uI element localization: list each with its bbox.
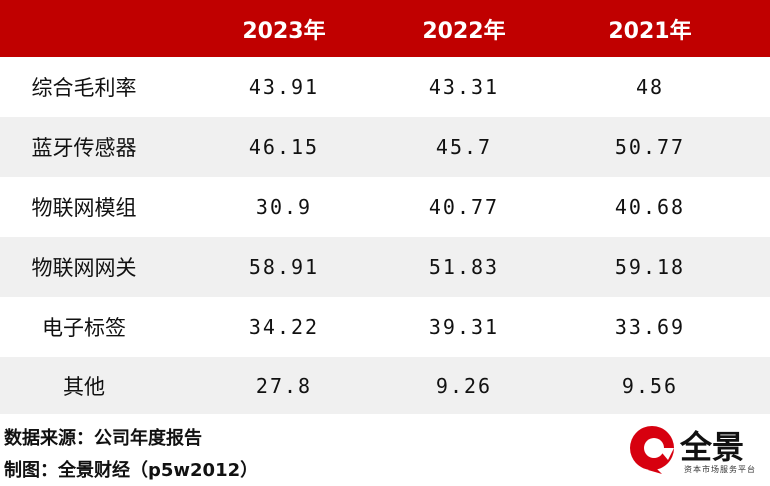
table-cell: 9.56: [621, 373, 679, 398]
row-background: [0, 117, 770, 177]
row-background: [0, 357, 770, 414]
header-band: [0, 0, 770, 57]
logo-icon: [630, 426, 674, 474]
table-cell: 48: [635, 75, 665, 99]
table-cell: 40.77: [428, 195, 500, 219]
row-label: 蓝牙传感器: [31, 136, 137, 160]
row-label: 物联网网关: [31, 256, 137, 280]
row-background: [0, 57, 770, 117]
source-note: 数据来源：公司年度报告: [4, 428, 202, 449]
column-header: 2022年: [422, 18, 506, 44]
table-cell: 51.83: [428, 255, 500, 279]
logo-name: 全景: [680, 428, 745, 466]
table-cell: 30.9: [255, 195, 313, 219]
table-cell: 59.18: [614, 255, 686, 279]
table-cell: 43.31: [428, 75, 500, 99]
table-cell: 40.68: [614, 195, 686, 219]
column-header: 2021年: [608, 18, 692, 44]
table-cell: 43.91: [248, 75, 320, 99]
table-cell: 27.8: [255, 373, 313, 398]
table-cell: 46.15: [248, 135, 320, 159]
table-cell: 58.91: [248, 255, 320, 279]
table-cell: 39.31: [428, 315, 500, 339]
row-label: 综合毛利率: [31, 76, 137, 100]
row-background: [0, 297, 770, 357]
row-label: 电子标签: [42, 316, 126, 340]
credit-note: 制图：全景财经（p5w2012）: [4, 460, 259, 481]
table-cell: 9.26: [435, 373, 493, 398]
row-background: [0, 237, 770, 297]
table-cell: 34.22: [248, 315, 320, 339]
row-background: [0, 177, 770, 237]
table-cell: 50.77: [614, 135, 686, 159]
row-label: 物联网模组: [31, 196, 137, 220]
logo-tagline: 资本市场服务平台: [684, 465, 756, 474]
table-cell: 45.7: [435, 135, 493, 159]
column-header: 2023年: [242, 18, 326, 44]
row-label: 其他: [63, 374, 105, 399]
table-cell: 33.69: [614, 315, 686, 339]
